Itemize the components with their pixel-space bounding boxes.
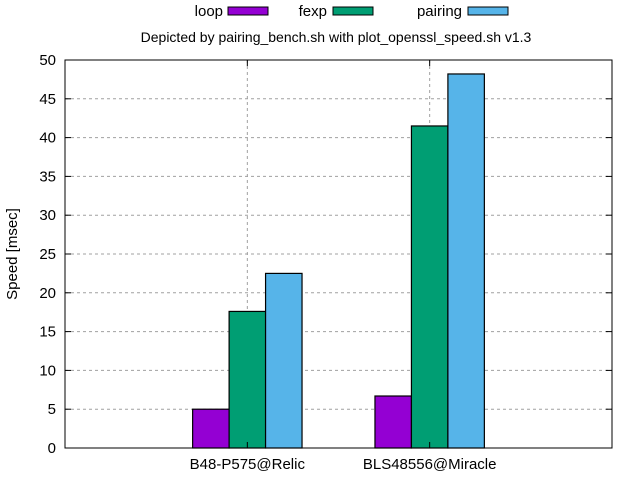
legend: loop fexp pairing bbox=[195, 3, 509, 20]
y-axis-label: Speed [msec] bbox=[4, 208, 21, 300]
legend-swatch-fexp bbox=[332, 6, 374, 16]
y-tick-label: 30 bbox=[39, 207, 56, 224]
bar-loop bbox=[374, 395, 413, 449]
bar-loop bbox=[192, 408, 230, 449]
bar-fexp bbox=[410, 125, 449, 449]
grid bbox=[65, 60, 612, 448]
bars bbox=[192, 73, 485, 449]
y-tick-label: 20 bbox=[39, 285, 56, 302]
x-axis: B48-P575@Relic BLS48556@Miracle bbox=[190, 60, 497, 473]
bar-fexp bbox=[228, 310, 267, 449]
y-tick-label: 15 bbox=[39, 324, 56, 341]
y-tick-label: 0 bbox=[48, 440, 56, 457]
legend-label-loop: loop bbox=[195, 3, 223, 20]
y-tick-label: 5 bbox=[48, 401, 56, 418]
legend-swatch-loop bbox=[227, 6, 269, 16]
legend-label-fexp: fexp bbox=[299, 3, 327, 20]
x-tick-label: BLS48556@Miracle bbox=[363, 456, 497, 473]
y-axis: 0 5 10 15 20 25 30 35 40 45 50 bbox=[39, 52, 612, 457]
chart-title: Depicted by pairing_bench.sh with plot_o… bbox=[141, 29, 532, 45]
bar-pairing bbox=[447, 73, 485, 449]
legend-label-pairing: pairing bbox=[417, 3, 462, 20]
y-tick-label: 35 bbox=[39, 168, 56, 185]
legend-swatch-pairing bbox=[467, 6, 509, 16]
y-tick-label: 25 bbox=[39, 246, 56, 263]
y-tick-label: 50 bbox=[39, 52, 56, 69]
y-tick-label: 45 bbox=[39, 91, 56, 108]
y-tick-label: 40 bbox=[39, 130, 56, 147]
x-tick-label: B48-P575@Relic bbox=[190, 456, 306, 473]
bar-pairing bbox=[264, 272, 303, 449]
y-tick-label: 10 bbox=[39, 362, 56, 379]
